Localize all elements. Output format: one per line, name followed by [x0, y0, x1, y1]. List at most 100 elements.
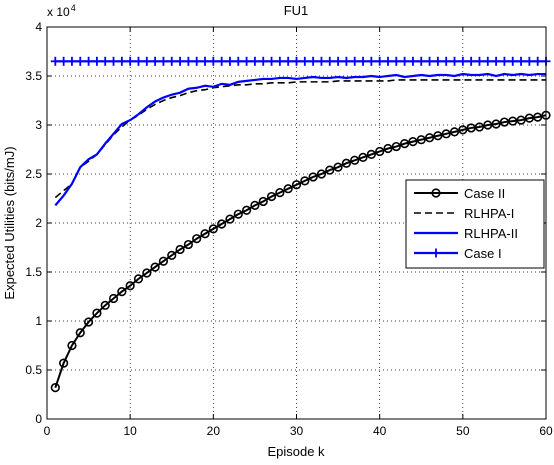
data-point-case-ii — [458, 125, 468, 135]
data-point-case-i — [75, 56, 85, 66]
data-point-case-i — [242, 56, 252, 66]
x-tick-label: 0 — [44, 424, 51, 438]
data-point-case-i — [425, 56, 435, 66]
data-point-case-i — [100, 56, 110, 66]
data-point-case-ii — [242, 205, 252, 215]
data-point-case-i — [175, 56, 185, 66]
data-point-case-i — [117, 56, 127, 66]
y-axis-label: Expected Utilities (bits/mJ) — [2, 146, 17, 299]
data-point-case-ii — [75, 328, 85, 338]
data-point-case-ii — [83, 317, 94, 327]
data-point-case-ii — [125, 281, 135, 291]
data-point-case-ii — [375, 146, 385, 157]
series-line-rlhpa-ii — [54, 72, 546, 207]
data-point-case-ii — [167, 250, 177, 260]
data-point-case-i — [283, 56, 293, 66]
data-point-case-ii — [117, 287, 127, 297]
y-tick-label: 0 — [35, 412, 42, 426]
data-point-case-i — [524, 56, 534, 66]
data-point-case-i — [67, 56, 77, 66]
data-point-case-i — [225, 56, 235, 66]
data-point-case-ii — [208, 224, 218, 234]
data-point-case-ii — [316, 169, 327, 179]
data-point-case-ii — [200, 229, 210, 239]
y-tick-label: 0.5 — [25, 363, 42, 377]
data-point-case-i — [275, 56, 285, 66]
legend-item-case-i: Case I — [414, 246, 502, 261]
data-point-case-i — [433, 56, 443, 66]
data-point-case-ii — [300, 176, 310, 186]
data-point-case-ii — [383, 143, 393, 154]
data-point-case-i — [308, 56, 318, 66]
data-point-case-ii — [225, 214, 235, 224]
data-point-case-ii — [142, 268, 152, 278]
y-multiplier-base: x 10 — [47, 5, 70, 19]
data-point-case-ii — [291, 180, 302, 190]
data-point-case-ii — [424, 133, 435, 143]
data-point-case-i — [192, 56, 202, 66]
data-point-case-i — [267, 56, 277, 66]
data-point-case-i — [499, 56, 509, 66]
data-point-case-ii — [266, 191, 277, 202]
data-point-case-ii — [358, 152, 368, 162]
data-point-case-i — [208, 56, 218, 66]
data-point-case-i — [183, 56, 193, 66]
data-point-case-ii — [499, 117, 510, 127]
data-point-case-i — [441, 56, 451, 66]
series-line-rlhpa-i — [54, 79, 546, 199]
data-point-case-i — [300, 56, 310, 66]
data-point-case-ii — [474, 122, 485, 132]
data-point-case-i — [474, 56, 484, 66]
data-point-case-ii — [283, 184, 293, 194]
data-point-case-i — [59, 56, 69, 66]
legend: Case II RLHPA-I RLHPA-II Case I — [405, 179, 545, 269]
series-rlhpa-i — [54, 79, 546, 199]
data-point-case-i — [333, 56, 343, 66]
x-axis-label: Episode k — [267, 444, 325, 459]
data-point-case-i — [167, 56, 177, 66]
series-rlhpa-ii — [54, 72, 546, 207]
data-point-case-i — [383, 56, 393, 66]
legend-label: Case II — [464, 186, 505, 201]
y-tick-label: 2.5 — [25, 167, 42, 181]
legend-label: RLHPA-II — [464, 226, 518, 241]
data-point-case-ii — [233, 209, 243, 219]
series-layer — [50, 56, 551, 393]
data-point-case-i — [408, 56, 418, 66]
data-point-case-ii — [250, 200, 260, 210]
y-tick-label: 3.5 — [25, 69, 42, 83]
legend-swatch-marker — [431, 188, 441, 198]
series-case-ii — [50, 110, 551, 393]
data-point-case-i — [125, 56, 135, 66]
tick-layer: 0 10 20 30 40 50 60 0 0.5 1 1.5 2 2.5 3 3.5 4 — [25, 20, 553, 438]
data-point-case-ii — [350, 155, 360, 165]
data-point-case-ii — [100, 300, 110, 310]
data-point-case-i — [350, 56, 360, 66]
y-multiplier-exponent: 4 — [71, 3, 76, 13]
data-point-case-ii — [192, 234, 202, 244]
data-point-case-ii — [400, 139, 410, 149]
data-point-case-i — [316, 56, 326, 66]
data-point-case-ii — [533, 112, 543, 122]
data-point-case-i — [50, 56, 60, 66]
y-tick-label: 3 — [35, 118, 42, 132]
data-point-case-ii — [325, 165, 335, 175]
x-tick-label: 10 — [123, 424, 137, 438]
x-tick-label: 30 — [290, 424, 304, 438]
x-tick-label: 40 — [373, 424, 387, 438]
x-tick-label: 20 — [207, 424, 221, 438]
data-point-case-i — [200, 56, 210, 66]
data-point-case-i — [533, 56, 543, 66]
data-point-case-ii — [441, 129, 451, 139]
data-point-case-ii — [258, 196, 268, 207]
data-point-case-ii — [508, 116, 518, 126]
data-point-case-i — [142, 56, 152, 66]
data-point-case-ii — [175, 244, 185, 255]
legend-label: Case I — [464, 246, 502, 261]
data-point-case-ii — [483, 120, 493, 130]
data-point-case-i — [391, 56, 401, 66]
data-point-case-ii — [133, 274, 144, 284]
data-point-case-ii — [341, 158, 352, 168]
legend-label: RLHPA-I — [464, 206, 514, 221]
